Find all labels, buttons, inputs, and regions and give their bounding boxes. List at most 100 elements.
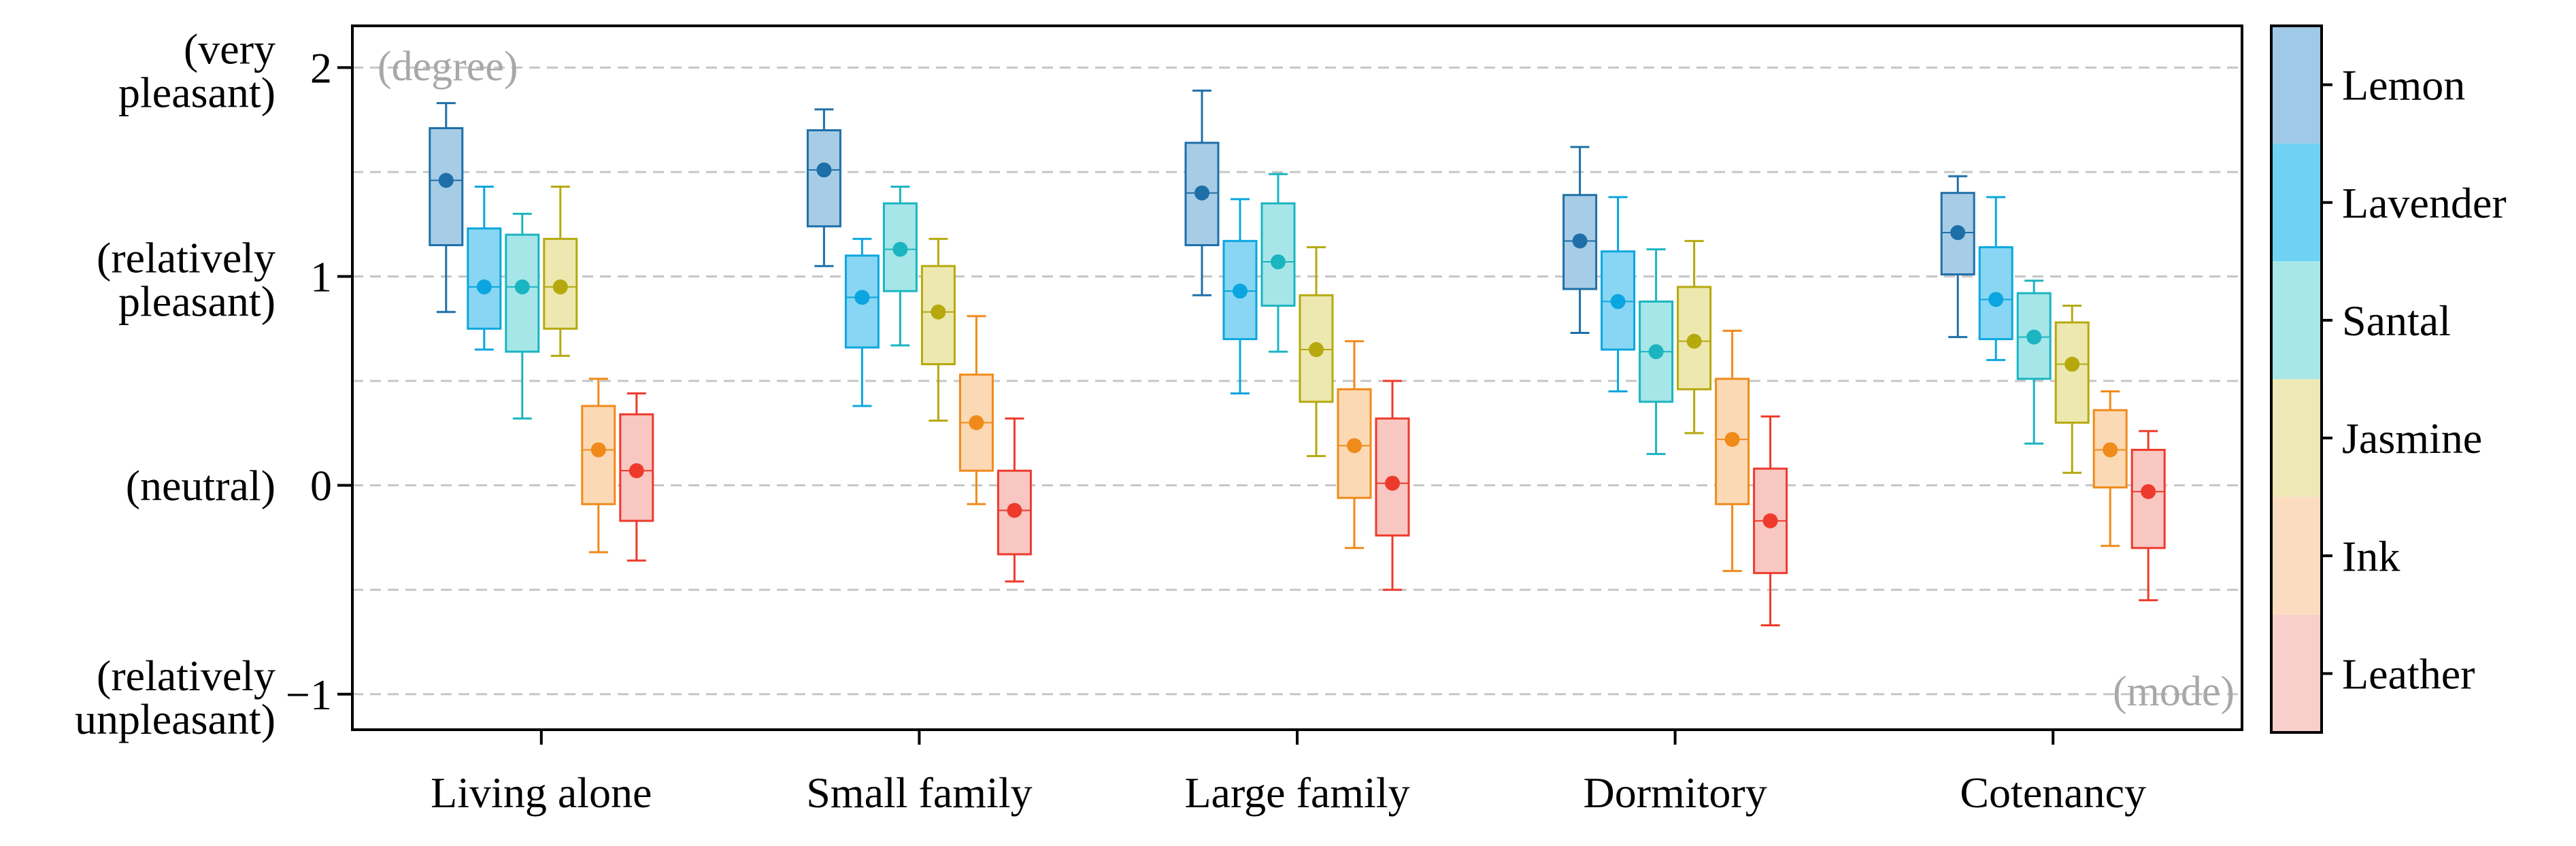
iqr-box bbox=[2092, 409, 2128, 489]
xtick-label: Dormitory bbox=[1584, 768, 1767, 817]
box-ink bbox=[1337, 340, 1372, 549]
plot-frame bbox=[351, 24, 2243, 731]
mode-point bbox=[2103, 442, 2118, 458]
mode-point bbox=[438, 173, 454, 188]
mode-point bbox=[1309, 342, 1324, 358]
mode-annotation: (mode) bbox=[2113, 669, 2235, 715]
box-lemon bbox=[806, 108, 841, 267]
box-lavender bbox=[1601, 196, 1636, 392]
mode-point bbox=[2141, 484, 2156, 499]
box-ink bbox=[2092, 390, 2128, 547]
ytick-description: (relatively bbox=[97, 652, 275, 700]
mode-point bbox=[1950, 225, 1966, 241]
mode-point bbox=[514, 279, 530, 294]
mode-point bbox=[1007, 503, 1022, 518]
mode-point bbox=[2064, 356, 2080, 372]
mode-point bbox=[816, 162, 832, 177]
legend: Lemon Lavender Santal Jasmine Ink Leather bbox=[2270, 24, 2507, 734]
box-santal bbox=[1639, 248, 1674, 456]
mode-point bbox=[1724, 432, 1740, 447]
box-santal bbox=[2016, 280, 2052, 445]
box-santal bbox=[505, 212, 540, 420]
mode-point bbox=[1347, 438, 1362, 454]
box-lemon bbox=[1940, 175, 1975, 339]
mode-point bbox=[1194, 185, 1209, 201]
box-leather bbox=[1375, 379, 1410, 591]
box-plots bbox=[429, 89, 2166, 626]
legend-swatch-santal bbox=[2271, 261, 2322, 379]
mode-point bbox=[1762, 513, 1778, 528]
ytick-description: unpleasant) bbox=[75, 695, 275, 743]
legend-frame bbox=[2270, 24, 2323, 734]
box-lavender bbox=[1222, 198, 1258, 395]
ytick-label: 2 bbox=[310, 44, 332, 92]
box-lemon bbox=[1184, 89, 1220, 297]
gridlines bbox=[352, 66, 2242, 696]
legend-swatch-lemon bbox=[2271, 26, 2322, 144]
mode-point bbox=[969, 415, 984, 430]
ytick-description: (neutral) bbox=[126, 462, 275, 510]
legend-swatch-jasmine bbox=[2271, 379, 2322, 497]
legend-label: Leather bbox=[2342, 649, 2475, 698]
mode-point bbox=[1610, 294, 1626, 309]
box-ink bbox=[581, 377, 616, 554]
ytick-label: −1 bbox=[286, 671, 332, 719]
box-leather bbox=[997, 417, 1032, 583]
box-ink bbox=[1715, 329, 1750, 573]
mode-point bbox=[590, 442, 606, 458]
box-jasmine bbox=[1677, 239, 1712, 435]
box-lavender bbox=[467, 185, 502, 351]
iqr-box bbox=[806, 129, 841, 228]
xtick-label: Living alone bbox=[431, 768, 652, 817]
box-lemon bbox=[1562, 146, 1598, 334]
ytick-description: pleasant) bbox=[118, 277, 275, 326]
xtick-label: Small family bbox=[806, 768, 1032, 817]
mode-point bbox=[2026, 329, 2042, 345]
mode-point bbox=[1686, 333, 1702, 349]
mode-point bbox=[476, 279, 492, 294]
degree-annotation: (degree) bbox=[378, 44, 518, 90]
ytick-label: 0 bbox=[310, 462, 332, 510]
legend-label: Ink bbox=[2342, 532, 2400, 580]
box-lavender bbox=[844, 237, 880, 407]
iqr-box bbox=[467, 227, 502, 330]
mode-point bbox=[1988, 292, 2004, 307]
box-lemon bbox=[429, 102, 464, 314]
legend-swatch-leather bbox=[2271, 614, 2322, 732]
mode-point bbox=[1385, 475, 1400, 491]
xtick-label: Large family bbox=[1184, 768, 1409, 817]
box-jasmine bbox=[1299, 246, 1334, 458]
box-leather bbox=[619, 392, 654, 562]
mode-point bbox=[1271, 254, 1286, 270]
xtick-label: Cotenancy bbox=[1960, 768, 2146, 817]
mode-point bbox=[1572, 233, 1588, 249]
legend-label: Jasmine bbox=[2342, 414, 2482, 462]
ytick-description: pleasant) bbox=[118, 68, 275, 116]
box-ink bbox=[958, 315, 994, 505]
ytick-description: (relatively bbox=[97, 234, 275, 282]
mode-point bbox=[1648, 344, 1664, 360]
mode-point bbox=[1233, 284, 1248, 299]
legend-label: Lemon bbox=[2342, 61, 2465, 109]
box-santal bbox=[1260, 173, 1296, 353]
legend-swatch-ink bbox=[2271, 496, 2322, 615]
box-leather bbox=[1753, 415, 1788, 626]
y-axis: 2(verypleasant)1(relativelypleasant)0(ne… bbox=[75, 24, 352, 743]
legend-label: Lavender bbox=[2342, 179, 2507, 227]
legend-swatch-lavender bbox=[2271, 143, 2322, 262]
box-lavender bbox=[1978, 196, 2013, 361]
box-jasmine bbox=[2054, 305, 2090, 474]
box-santal bbox=[882, 185, 918, 347]
box-jasmine bbox=[920, 237, 956, 422]
x-axis: Living alone Small family Large family Dorm… bbox=[431, 730, 2146, 817]
box-jasmine bbox=[543, 185, 578, 357]
mode-point bbox=[629, 463, 644, 479]
mode-point bbox=[854, 290, 870, 305]
legend-label: Santal bbox=[2342, 297, 2451, 345]
ytick-label: 1 bbox=[310, 253, 332, 301]
mode-point bbox=[931, 304, 946, 320]
ytick-description: (very bbox=[184, 24, 275, 73]
mode-point bbox=[552, 279, 568, 294]
